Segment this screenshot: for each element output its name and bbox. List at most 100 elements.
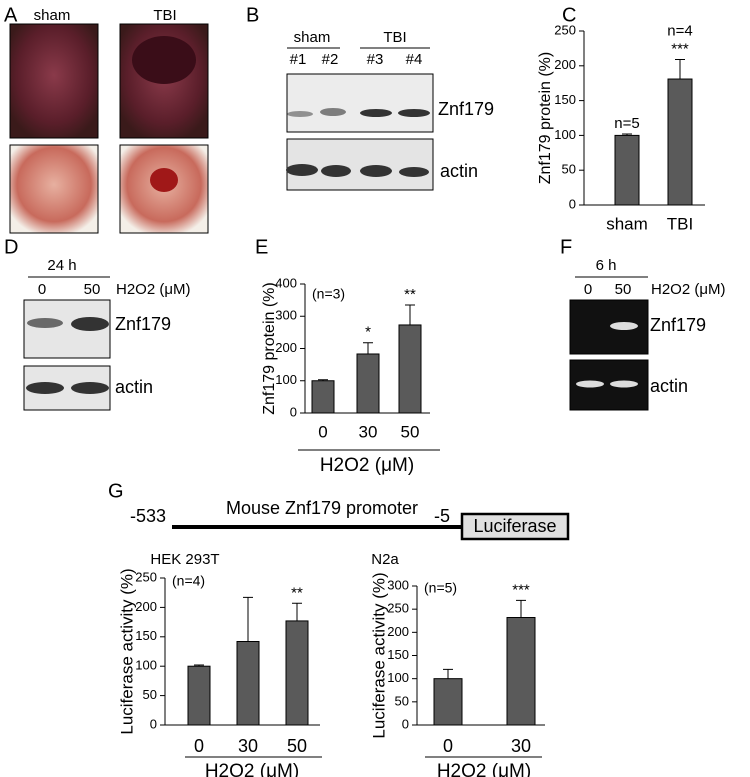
- reporter-label: Luciferase: [473, 516, 556, 536]
- x-tick-label: 30: [511, 736, 531, 756]
- western-blot: [23, 299, 111, 411]
- x-tick-label: 50: [287, 736, 307, 756]
- x-tick-label: 50: [401, 422, 420, 441]
- error-bar: [405, 304, 415, 325]
- panel-letter: D: [4, 236, 18, 258]
- y-tick-label: 250: [387, 601, 409, 616]
- error-bar: [194, 664, 204, 667]
- x-tick-label: 0: [194, 736, 204, 756]
- y-tick-label: 300: [387, 577, 409, 592]
- dose-label: 50: [84, 281, 101, 298]
- panel-letter: G: [108, 480, 124, 502]
- y-tick-label: 400: [275, 275, 297, 290]
- dose-label: 50: [615, 281, 632, 298]
- panel-letter: C: [562, 4, 576, 26]
- note: (n=5): [424, 580, 457, 596]
- note: (n=4): [172, 573, 205, 589]
- error-bar: [516, 599, 526, 618]
- y-tick-label: 0: [569, 196, 576, 211]
- band-label: Znf179: [438, 99, 494, 119]
- bar: [614, 134, 640, 206]
- y-tick-label: 0: [290, 404, 297, 419]
- panel-letter: A: [4, 4, 18, 26]
- chart-title: HEK 293T: [150, 551, 219, 568]
- y-axis-label: Luciferase activity (%): [117, 568, 136, 734]
- x-axis-label: H2O2 (μM): [320, 455, 414, 476]
- x-axis-label: H2O2 (μM): [437, 761, 531, 777]
- dose-label: 0: [38, 281, 46, 298]
- y-tick-label: 100: [135, 658, 157, 673]
- band-label: actin: [440, 161, 478, 181]
- panel-letter: F: [560, 236, 572, 258]
- position-label: -5: [434, 506, 450, 526]
- band-label: actin: [650, 376, 688, 396]
- lane-label: #3: [367, 51, 384, 68]
- significance: *: [365, 324, 371, 341]
- bar: [311, 380, 335, 414]
- y-tick-label: 250: [554, 22, 576, 37]
- bar: [433, 678, 463, 726]
- bar: [285, 620, 309, 726]
- panel-letter: E: [255, 236, 268, 258]
- error-bar: [292, 602, 302, 621]
- band-label: Znf179: [650, 315, 706, 335]
- y-tick-label: 100: [554, 127, 576, 142]
- y-tick-label: 300: [275, 308, 297, 323]
- sample-size: n=5: [614, 115, 639, 132]
- y-axis-label: Znf179 protein (%): [537, 52, 554, 185]
- bar: [398, 324, 422, 414]
- significance: ***: [512, 581, 530, 598]
- y-tick-label: 50: [562, 162, 576, 177]
- x-tick-label: 0: [318, 422, 327, 441]
- agarose-gel: [569, 299, 649, 411]
- y-tick-label: 200: [135, 599, 157, 614]
- sample-size: n=4: [667, 23, 692, 40]
- error-bar: [243, 596, 253, 642]
- reporter-box: [460, 512, 570, 541]
- brain-photos: [9, 23, 209, 234]
- y-tick-label: 100: [275, 372, 297, 387]
- lane-label: #2: [322, 51, 339, 68]
- dose-label: 0: [584, 281, 592, 298]
- y-tick-label: 150: [135, 628, 157, 643]
- x-tick-label: TBI: [667, 214, 693, 233]
- chart-title: N2a: [371, 551, 399, 568]
- significance: **: [404, 286, 416, 303]
- error-bar: [363, 342, 373, 354]
- band-label: actin: [115, 377, 153, 397]
- y-tick-label: 250: [135, 569, 157, 584]
- note: (n=3): [312, 286, 345, 302]
- error-bar: [443, 668, 453, 679]
- treatment-label: H2O2 (μM): [651, 281, 725, 298]
- y-tick-label: 0: [402, 716, 409, 731]
- y-axis-label: Znf179 protein (%): [261, 282, 278, 415]
- group-label: sham: [294, 29, 331, 46]
- y-tick-label: 200: [554, 57, 576, 72]
- photo-label: sham: [34, 7, 71, 24]
- position-label: -533: [130, 506, 166, 526]
- time-label: 24 h: [47, 257, 76, 274]
- error-bar: [318, 379, 328, 381]
- bar: [506, 617, 536, 726]
- lane-label: #4: [406, 51, 423, 68]
- error-bar: [622, 133, 632, 136]
- y-tick-label: 200: [275, 340, 297, 355]
- significance: ***: [671, 41, 689, 58]
- bar: [356, 353, 380, 414]
- y-axis-label: Luciferase activity (%): [369, 572, 388, 738]
- promoter-label: Mouse Znf179 promoter: [226, 498, 418, 518]
- y-tick-label: 150: [554, 92, 576, 107]
- lane-label: #1: [290, 51, 307, 68]
- time-label: 6 h: [596, 257, 617, 274]
- y-tick-label: 100: [387, 670, 409, 685]
- treatment-label: H2O2 (μM): [116, 281, 190, 298]
- bar: [236, 641, 260, 726]
- error-bar: [675, 59, 685, 80]
- x-tick-label: 30: [238, 736, 258, 756]
- x-tick-label: sham: [606, 214, 648, 233]
- band-label: Znf179: [115, 314, 171, 334]
- significance: **: [291, 584, 303, 601]
- y-tick-label: 150: [387, 647, 409, 662]
